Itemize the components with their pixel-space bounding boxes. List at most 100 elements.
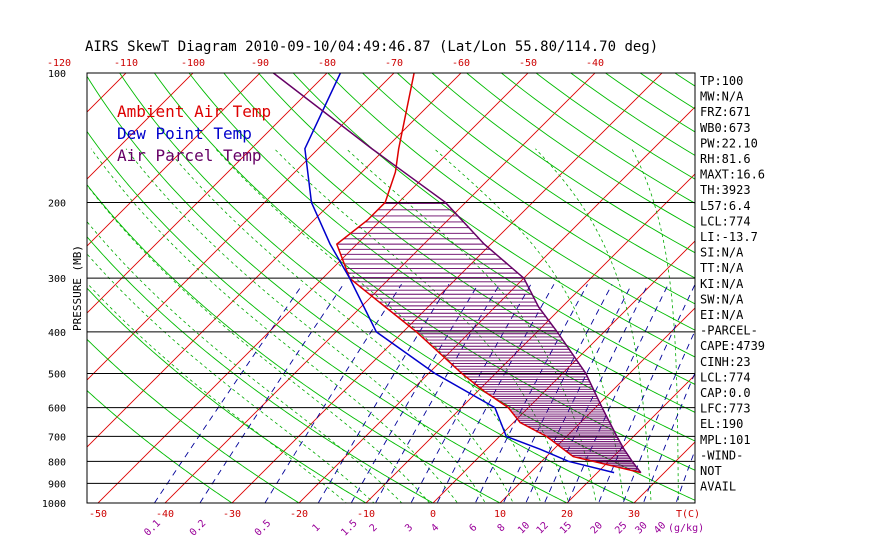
isotherm-line — [432, 240, 695, 503]
index-value: CAP:0.0 — [700, 386, 751, 400]
index-value: NOT — [700, 464, 722, 478]
legend-entry: Ambient Air Temp — [117, 102, 271, 121]
isotherm-line — [298, 106, 695, 503]
moist-adiabat-line — [631, 148, 679, 503]
mixing-ratio-label: 6 — [468, 522, 480, 534]
temperature-tick-label: -50 — [89, 509, 107, 520]
mixing-ratio-label: 10 — [516, 520, 532, 536]
isotherm-line — [566, 374, 695, 503]
mixing-ratio-line — [675, 448, 695, 503]
mixing-ratio-label: 2 — [368, 522, 380, 534]
isotherm-line — [0, 63, 2, 512]
mixing-ratio-line — [153, 284, 304, 503]
index-value: CAPE:4739 — [700, 339, 765, 353]
index-value: RH:81.6 — [700, 152, 751, 166]
dry-adiabat-line — [257, 73, 695, 385]
y-axis-label: PRESSURE (MB) — [71, 245, 84, 331]
mixing-ratio-line — [474, 284, 588, 503]
isotherm-line — [87, 73, 328, 314]
pressure-tick-label: 300 — [48, 274, 66, 285]
mixing-ratio-line — [622, 329, 695, 503]
index-value: CINH:23 — [700, 355, 751, 369]
mixing-ratio-label: 8 — [496, 522, 508, 534]
mixing-ratio-line — [264, 284, 402, 503]
temperature-tick-label: -30 — [223, 509, 241, 520]
mixing-ratio-line — [598, 284, 695, 503]
isotherm-line — [87, 73, 395, 381]
isotherm-line — [365, 173, 695, 503]
isotherm-line — [87, 73, 194, 180]
dry-adiabat-line — [188, 73, 695, 442]
pressure-tick-label: 900 — [48, 479, 66, 490]
dry-adiabat-line — [292, 73, 695, 358]
legend-entry: Dew Point Temp — [117, 124, 252, 143]
index-value: SI:N/A — [700, 246, 744, 260]
dry-adiabat-line — [832, 63, 870, 512]
mixing-ratio-line — [317, 284, 450, 503]
isotherm-line — [97, 73, 529, 503]
isotherm-line — [0, 63, 69, 512]
top-temperature-tick-label: -110 — [114, 58, 138, 69]
mixing-ratio-line — [544, 284, 649, 503]
index-value: PW:22.10 — [700, 136, 758, 150]
index-value: TH:3923 — [700, 183, 751, 197]
pressure-tick-label: 700 — [48, 432, 66, 443]
mixing-ratio-label: 25 — [613, 520, 629, 536]
index-value: FRZ:671 — [700, 105, 751, 119]
x-axis-label: T(C) — [676, 509, 700, 520]
pressure-tick-label: 200 — [48, 198, 66, 209]
index-value: MW:N/A — [700, 90, 744, 104]
dry-adiabat-line — [87, 184, 501, 503]
chart-title: AIRS SkewT Diagram 2010-09-10/04:49:46.8… — [85, 39, 658, 55]
moist-adiabat-line — [87, 184, 431, 503]
index-value: LCL:774 — [700, 214, 751, 228]
mixing-ratio-label: 30 — [634, 520, 650, 536]
index-value: TT:N/A — [700, 261, 744, 275]
index-value: SW:N/A — [700, 292, 744, 306]
isotherm-line — [759, 63, 870, 512]
isotherm-line — [164, 73, 596, 503]
pressure-tick-label: 100 — [48, 69, 66, 80]
mixing-ratio-label: 40 — [652, 520, 668, 536]
mixing-ratio-line — [567, 284, 669, 503]
dry-adiabat-line — [500, 73, 695, 204]
pressure-tick-label: 800 — [48, 457, 66, 468]
index-value: WB0:673 — [700, 121, 751, 135]
mixing-ratio-label: 3 — [403, 522, 415, 534]
mixing-ratio-label: 0.2 — [188, 518, 209, 539]
mixing-ratio-label: 20 — [589, 520, 605, 536]
index-value: LI:-13.7 — [700, 230, 758, 244]
mixing-ratio-label: 4 — [429, 522, 441, 534]
dry-adiabat-line — [465, 73, 695, 229]
pressure-tick-label: 1000 — [42, 499, 66, 510]
temperature-tick-label: -20 — [290, 509, 308, 520]
index-value: TP:100 — [700, 74, 743, 88]
legend-entry: Air Parcel Temp — [117, 146, 262, 165]
index-value: L57:6.4 — [700, 199, 751, 213]
mixing-ratio-line — [374, 284, 501, 503]
top-temperature-tick-label: -80 — [318, 58, 336, 69]
series-ambient-air-temp — [335, 73, 642, 474]
mixing-ratio-label: 1 — [310, 522, 322, 534]
top-temperature-tick-label: -90 — [251, 58, 269, 69]
mixing-ratio-line — [436, 284, 555, 503]
moist-adiabat-line — [87, 221, 403, 503]
dry-adiabat-line — [87, 338, 300, 503]
temperature-tick-label: 10 — [494, 509, 506, 520]
dry-adiabat-line — [431, 73, 695, 254]
temperature-tick-label: 30 — [628, 509, 640, 520]
series-dew-point-temp — [304, 73, 615, 474]
temperature-tick-label: 0 — [430, 509, 436, 520]
top-temperature-tick-label: -60 — [452, 58, 470, 69]
mixing-ratio-label: 1.5 — [339, 518, 360, 539]
temperature-tick-label: 20 — [561, 509, 573, 520]
series-air-parcel-temp — [272, 73, 642, 474]
top-temperature-tick-label: -120 — [47, 58, 71, 69]
dry-adiabat-line — [87, 130, 569, 503]
dry-adiabat-line — [87, 389, 233, 503]
pressure-tick-label: 600 — [48, 404, 66, 415]
isotherm-line — [87, 73, 127, 113]
dry-adiabat-line — [396, 73, 695, 279]
isotherm-line — [826, 63, 870, 512]
dry-adiabat-line — [797, 63, 870, 512]
